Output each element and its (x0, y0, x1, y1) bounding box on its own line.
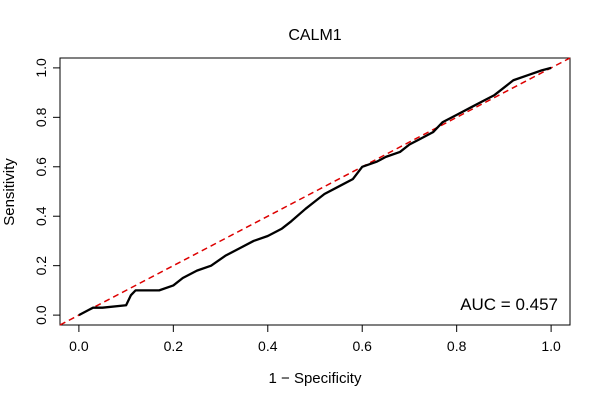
plot-frame (59, 57, 571, 326)
y-axis: 0.0 0.2 0.4 0.6 0.8 1.0 (33, 58, 61, 325)
y-tick-label: 0.2 (33, 256, 49, 276)
x-tick-label: 0.8 (447, 338, 467, 354)
y-tick-label: 1.0 (33, 58, 49, 78)
x-tick-label: 0.2 (164, 338, 184, 354)
x-axis-title: 1 − Specificity (269, 370, 362, 387)
y-tick-label: 0.0 (33, 305, 49, 325)
x-tick-label: 0.0 (69, 338, 89, 354)
y-tick-label: 0.6 (33, 157, 49, 177)
roc-curve-line (78, 66, 552, 317)
y-tick-label: 0.4 (33, 206, 49, 226)
x-tick-label: 0.4 (258, 338, 278, 354)
reference-diagonal-line (59, 57, 571, 326)
y-tick-label: 0.8 (33, 107, 49, 127)
x-tick-label: 1.0 (541, 338, 561, 354)
chart-title: CALM1 (288, 27, 341, 44)
x-axis: 0.0 0.2 0.4 0.6 0.8 1.0 (69, 324, 561, 354)
y-axis-title: Sensitivity (1, 158, 18, 226)
auc-annotation: AUC = 0.457 (460, 295, 558, 314)
x-tick-label: 0.6 (352, 338, 372, 354)
